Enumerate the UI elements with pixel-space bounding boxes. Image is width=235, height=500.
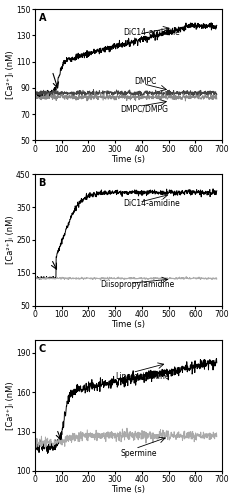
Text: Lipofectamine: Lipofectamine — [115, 372, 169, 381]
Y-axis label: [Ca²⁺]ᵢ (nM): [Ca²⁺]ᵢ (nM) — [6, 216, 15, 264]
Text: Spermine: Spermine — [120, 450, 157, 458]
Text: DiC14-amidine: DiC14-amidine — [123, 200, 180, 208]
Text: DiC14-amidine: DiC14-amidine — [123, 28, 180, 37]
X-axis label: Time (s): Time (s) — [111, 320, 145, 329]
Y-axis label: [Ca²⁺]ᵢ (nM): [Ca²⁺]ᵢ (nM) — [6, 50, 15, 99]
Text: A: A — [39, 13, 46, 23]
Text: C: C — [39, 344, 46, 353]
Text: B: B — [39, 178, 46, 188]
X-axis label: Time (s): Time (s) — [111, 155, 145, 164]
Text: DMPC: DMPC — [134, 77, 156, 86]
Text: Diisopropylamidine: Diisopropylamidine — [100, 280, 175, 289]
Text: DMPC/DMPG: DMPC/DMPG — [120, 104, 168, 114]
Y-axis label: [Ca²⁺]ᵢ (nM): [Ca²⁺]ᵢ (nM) — [6, 381, 15, 430]
X-axis label: Time (s): Time (s) — [111, 486, 145, 494]
